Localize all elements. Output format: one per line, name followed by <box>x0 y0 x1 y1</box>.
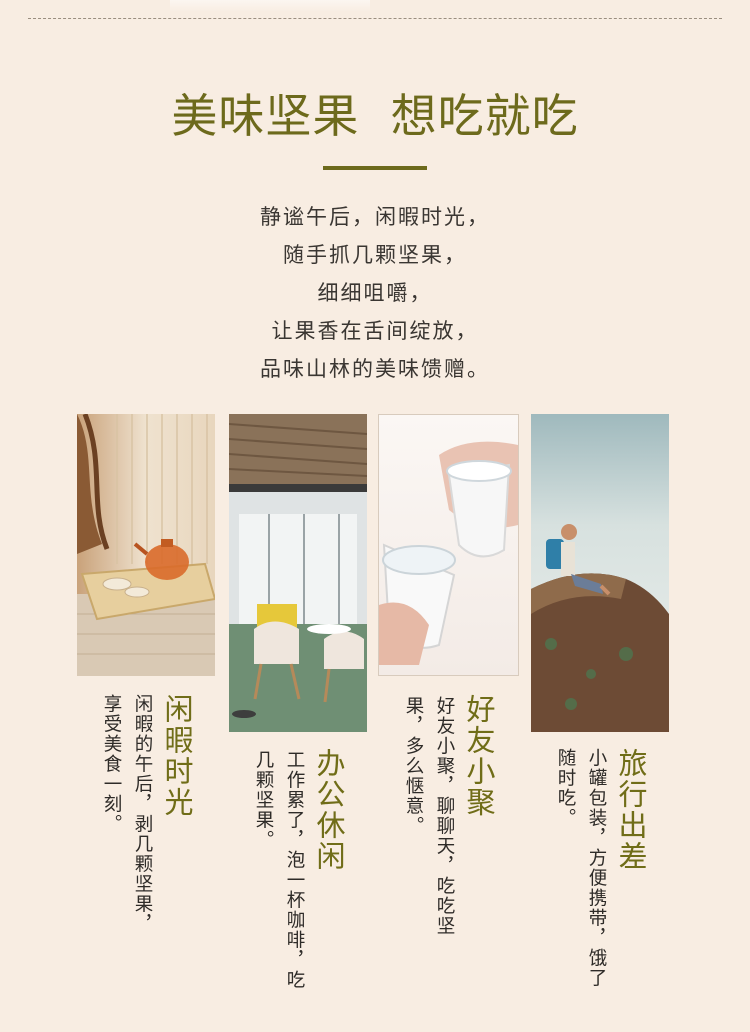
teapot-table-photo <box>77 414 215 676</box>
scene-title: 好友小聚 <box>462 694 496 818</box>
intro-line: 随手抓几颗坚果， <box>283 243 467 267</box>
dashed-divider <box>28 18 722 19</box>
scene-description: 闲暇的午后，剥几颗坚果，享受美食一刻。 <box>101 694 153 934</box>
intro-poem: 静谧午后，闲暇时光， 随手抓几颗坚果， 细细咀嚼， 让果香在舌间绽放， 品味山林… <box>0 198 750 388</box>
intro-line: 让果香在舌间绽放， <box>271 319 479 343</box>
office-lounge-photo <box>229 414 367 732</box>
scene-title: 旅行出差 <box>614 748 648 872</box>
scene-title: 办公休闲 <box>312 748 346 872</box>
title-underline <box>323 166 427 170</box>
cups-cheers-photo <box>378 414 519 676</box>
intro-line: 细细咀嚼， <box>317 281 433 305</box>
intro-line: 静谧午后，闲暇时光， <box>260 205 490 229</box>
scene-description: 好友小聚，聊聊天，吃吃坚果，多么惬意。 <box>403 696 455 936</box>
scene-title: 闲暇时光 <box>160 694 194 818</box>
scene-description: 工作累了，泡一杯咖啡，吃几颗坚果。 <box>253 750 305 990</box>
page-title: 美味坚果 想吃就吃 <box>171 89 579 143</box>
scene-description: 小罐包装，方便携带，饿了随时吃。 <box>555 748 607 988</box>
intro-line: 品味山林的美味馈赠。 <box>260 357 490 381</box>
hiker-rock-photo <box>531 414 669 732</box>
top-decoration <box>170 0 370 12</box>
